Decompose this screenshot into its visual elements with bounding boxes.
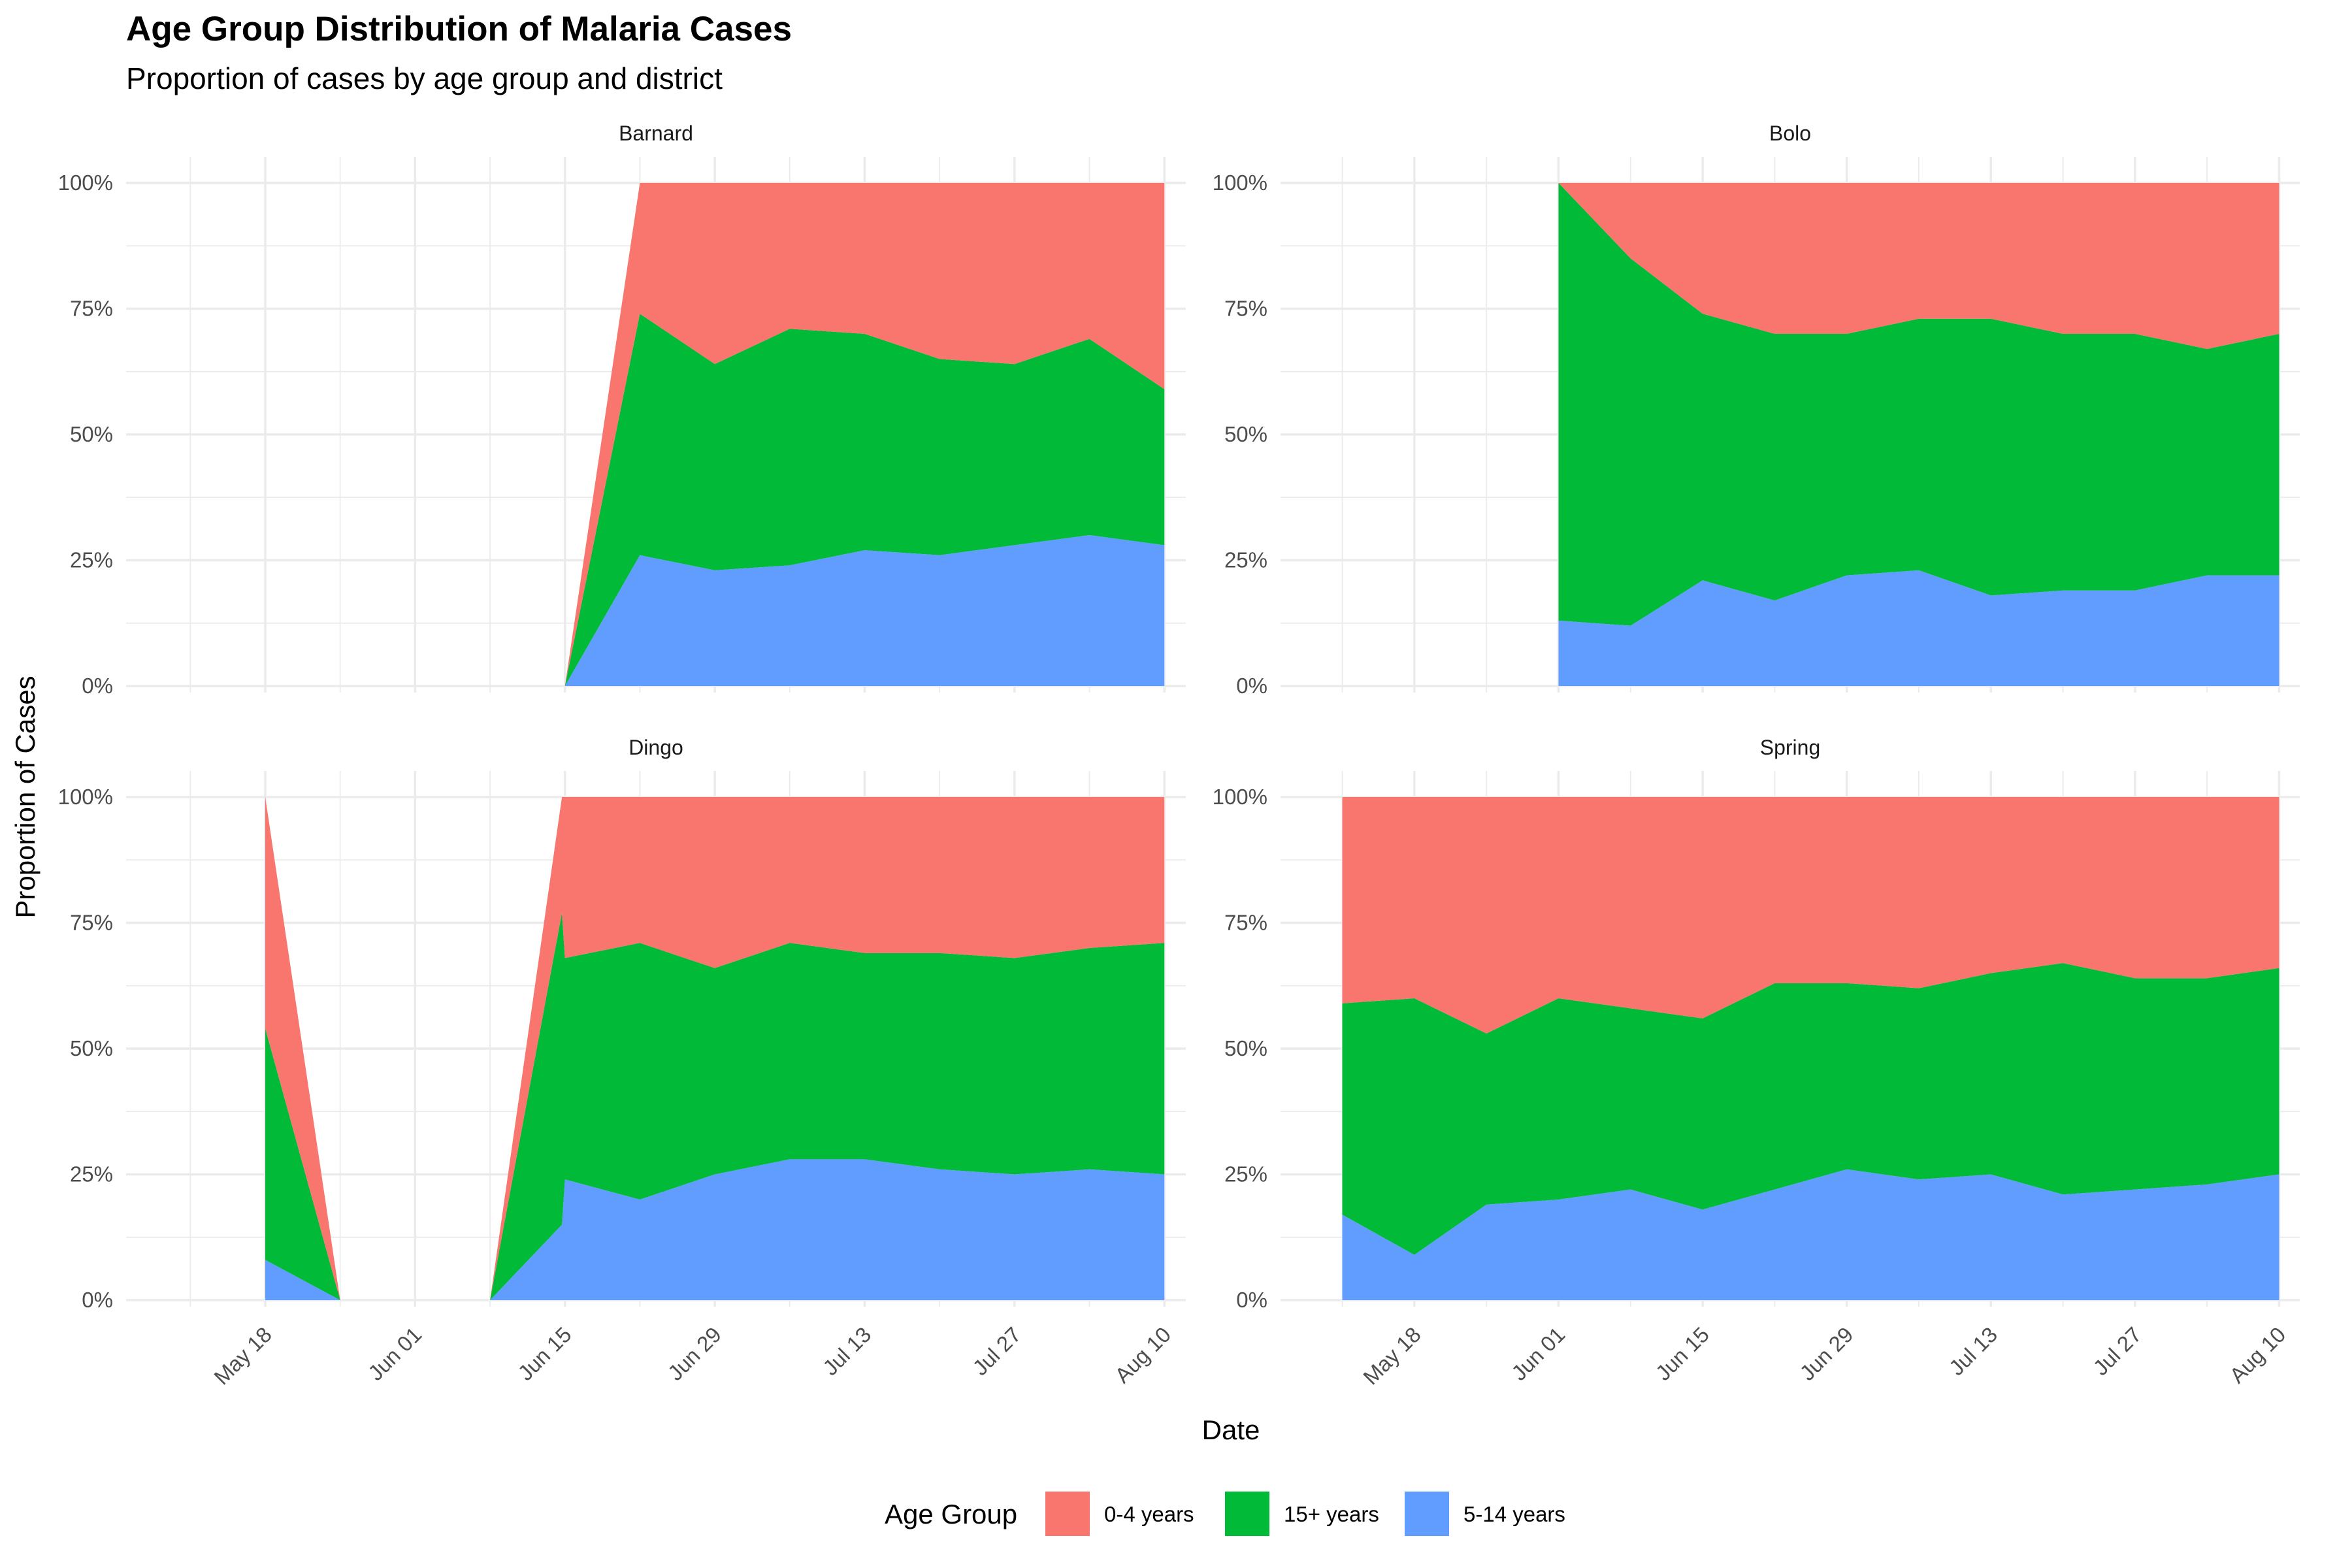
y-tick-label: 0%	[82, 1288, 113, 1312]
areas	[265, 797, 1165, 1300]
areas	[564, 183, 1165, 686]
area-15-years	[1342, 963, 2279, 1255]
area-15-years	[1558, 183, 2279, 626]
legend-label: 15+ years	[1284, 1502, 1379, 1526]
area-0-4-years	[564, 183, 1165, 686]
areas	[1558, 183, 2279, 686]
legend-label: 5-14 years	[1463, 1502, 1565, 1526]
x-tick-label: Jun 01	[363, 1322, 426, 1385]
area-0-4-years	[1342, 797, 2279, 1034]
legend-label: 0-4 years	[1104, 1502, 1194, 1526]
legend-key	[1405, 1492, 1449, 1536]
x-tick-label: Jul 13	[818, 1322, 875, 1380]
y-tick-label: 25%	[1224, 548, 1267, 572]
x-tick-label: May 18	[1358, 1322, 1426, 1390]
x-tick-label: Jul 27	[968, 1322, 1025, 1380]
y-tick-label: 100%	[58, 171, 113, 195]
chart-title: Age Group Distribution of Malaria Cases	[126, 10, 792, 48]
x-tick-label: Jun 29	[663, 1322, 726, 1385]
x-tick-label: Jun 29	[1795, 1322, 1857, 1385]
chart-subtitle: Proportion of cases by age group and dis…	[126, 61, 723, 95]
panel-barnard: Barnard 0% 25% 50% 75% 100%	[58, 122, 1186, 698]
y-tick-label: 75%	[1224, 911, 1267, 935]
area-0-4-years	[1558, 183, 2279, 350]
y-axis-title: Proportion of Cases	[10, 676, 41, 918]
y-tick-label: 0%	[1236, 1288, 1267, 1312]
y-tick-label: 25%	[70, 548, 113, 572]
panels: Barnard 0% 25% 50% 75% 100% Bolo 0% 25% 50% 75% 100…	[58, 122, 2300, 1389]
y-tick-label: 0%	[82, 674, 113, 698]
y-tick-label: 50%	[70, 422, 113, 446]
area-0-4-years	[490, 797, 1165, 1300]
area-5-14-years	[1342, 1169, 2279, 1300]
legend: Age Group 0-4 years 15+ years 5-14 years	[885, 1492, 1565, 1536]
x-tick-label: Aug 10	[2225, 1322, 2290, 1388]
y-tick-label: 100%	[1213, 171, 1267, 195]
area-15-years	[564, 314, 1165, 686]
y-tick-label: 25%	[1224, 1162, 1267, 1186]
x-tick-label: Jun 15	[513, 1322, 576, 1385]
panel-spring: Spring 0% 25% 50% 75% 100% May 18 Jun 01 Jun 15 J…	[1213, 736, 2300, 1389]
y-tick-label: 50%	[1224, 422, 1267, 446]
y-tick-label: 75%	[1224, 297, 1267, 321]
x-tick-label: May 18	[209, 1322, 276, 1390]
y-tick-label: 50%	[1224, 1036, 1267, 1060]
y-tick-label: 0%	[1236, 674, 1267, 698]
area-5-14-years	[1558, 570, 2279, 686]
x-tick-label: Jul 27	[2088, 1322, 2146, 1380]
legend-title: Age Group	[885, 1499, 1017, 1529]
panel-title: Dingo	[629, 736, 683, 759]
area-5-14-years	[265, 1260, 340, 1300]
x-tick-label: Aug 10	[1110, 1322, 1175, 1388]
area-5-14-years	[490, 1159, 1165, 1300]
y-tick-label: 75%	[70, 297, 113, 321]
panel-title: Barnard	[619, 122, 693, 145]
x-tick-label: Jun 01	[1507, 1322, 1569, 1385]
y-tick-label: 100%	[58, 785, 113, 809]
legend-key	[1225, 1492, 1269, 1536]
y-tick-label: 25%	[70, 1162, 113, 1186]
area-15-years	[490, 913, 1165, 1300]
area-0-4-years	[265, 797, 340, 1300]
panel-dingo: Dingo 0% 25% 50% 75% 100% May 18 Jun 01 Jun 15 Ju…	[58, 736, 1186, 1389]
panel-title: Bolo	[1769, 122, 1811, 145]
x-tick-label: Jun 15	[1651, 1322, 1714, 1385]
panel-bolo: Bolo 0% 25% 50% 75% 100%	[1213, 122, 2300, 698]
panel-title: Spring	[1760, 736, 1821, 759]
y-tick-label: 75%	[70, 911, 113, 935]
y-tick-label: 100%	[1213, 785, 1267, 809]
y-tick-label: 50%	[70, 1036, 113, 1060]
legend-key	[1045, 1492, 1090, 1536]
x-axis-title: Date	[1202, 1414, 1260, 1445]
x-tick-label: Jul 13	[1944, 1322, 2002, 1380]
areas	[1342, 797, 2279, 1300]
area-5-14-years	[564, 535, 1165, 686]
